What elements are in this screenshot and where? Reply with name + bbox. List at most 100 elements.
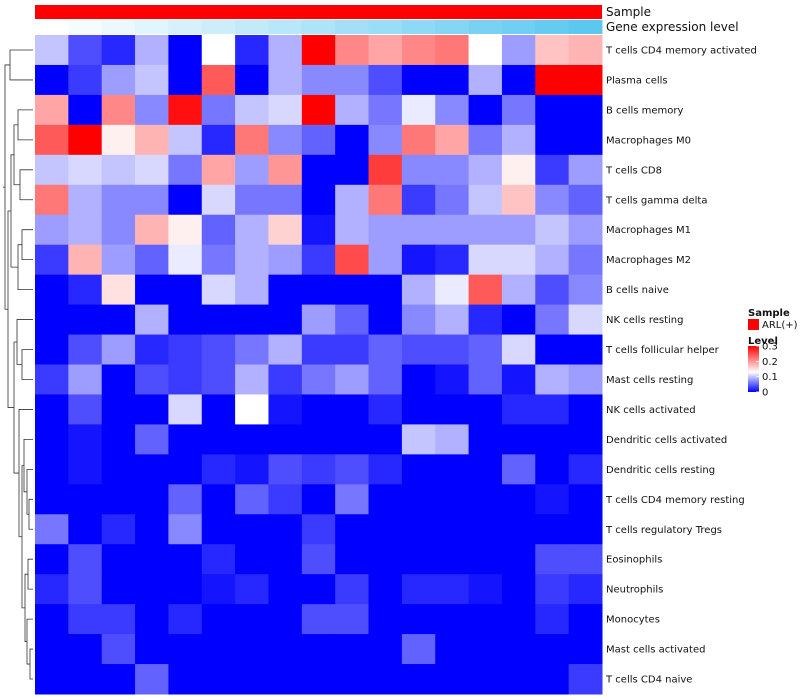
heatmap-cell — [301, 124, 336, 156]
heatmap-cell — [335, 274, 370, 306]
heatmap-cell — [35, 364, 69, 395]
heatmap-cell — [401, 544, 436, 575]
heatmap-cell — [435, 274, 470, 306]
heatmap-cell — [468, 64, 503, 96]
row-label: Macrophages M0 — [606, 135, 691, 146]
heatmap-cell — [301, 35, 336, 66]
heatmap-cell — [568, 364, 603, 395]
heatmap-cell — [568, 394, 603, 425]
heatmap-cell — [468, 364, 503, 395]
heatmap-cell — [135, 154, 169, 186]
heatmap-cell — [435, 514, 470, 545]
heatmap-cell — [368, 364, 403, 395]
heatmap-cell — [235, 274, 269, 306]
heatmap-cell — [501, 634, 536, 665]
heatmap-cell — [168, 154, 203, 186]
heatmap-cell — [335, 514, 370, 545]
heatmap-cell — [268, 664, 303, 695]
heatmap-cell — [268, 184, 303, 216]
heatmap-cell — [368, 184, 403, 216]
heatmap-cell — [368, 454, 403, 485]
heatmap-cell — [435, 214, 470, 246]
heatmap-cell — [135, 304, 169, 336]
heatmap-cell — [35, 544, 69, 575]
heatmap-cell — [301, 394, 336, 425]
heatmap-cell — [101, 544, 136, 575]
heatmap-cell — [501, 124, 536, 156]
row-label: Monocytes — [606, 615, 660, 626]
heatmap-cell — [68, 304, 103, 336]
heatmap-cell — [68, 94, 103, 126]
heatmap-cell — [35, 334, 69, 365]
heatmap-cell — [168, 214, 203, 246]
heatmap-cell — [468, 424, 503, 455]
heatmap-cell — [68, 394, 103, 425]
heatmap-cell — [101, 154, 136, 186]
heatmap-cell — [401, 334, 436, 365]
heatmap-cell — [268, 394, 303, 425]
sample-legend-title: Sample — [748, 308, 790, 319]
heatmap-cell — [335, 64, 370, 96]
heatmap-cell — [401, 184, 436, 216]
heatmap-cell — [568, 514, 603, 545]
heatmap-cell — [68, 35, 103, 66]
heatmap-cell — [235, 94, 269, 126]
heatmap-cell — [468, 94, 503, 126]
heatmap-cell — [301, 154, 336, 186]
sample-annotation-label: Sample — [606, 5, 651, 19]
expression-annotation-cell — [501, 20, 536, 34]
heatmap-cell — [468, 454, 503, 485]
heatmap-cell — [335, 184, 370, 216]
heatmap-cell — [435, 64, 470, 96]
heatmap-cell — [568, 304, 603, 336]
heatmap-cell — [35, 154, 69, 186]
heatmap-cell — [535, 634, 570, 665]
expression-annotation-cell — [135, 20, 169, 34]
heatmap-cell — [535, 544, 570, 575]
row-label: Neutrophils — [606, 585, 663, 596]
heatmap-cell — [435, 424, 470, 455]
heatmap-cell — [101, 244, 136, 276]
heatmap-cell — [168, 514, 203, 545]
heatmap-cell — [501, 514, 536, 545]
heatmap-cell — [68, 184, 103, 216]
heatmap-cell — [401, 154, 436, 186]
heatmap-cell — [335, 244, 370, 276]
heatmap-cell — [168, 544, 203, 575]
heatmap-cell — [135, 604, 169, 635]
heatmap-cell — [201, 35, 236, 66]
heatmap-cell — [101, 274, 136, 306]
heatmap-cell — [201, 454, 236, 485]
dendrogram-branch — [9, 49, 33, 81]
heatmap-cell — [568, 274, 603, 306]
row-dendrogram — [3, 49, 33, 680]
heatmap-cell — [368, 274, 403, 306]
heatmap-cell — [201, 364, 236, 395]
heatmap-cell — [401, 424, 436, 455]
heatmap-cell — [268, 64, 303, 96]
heatmap-cell — [535, 94, 570, 126]
heatmap-cell — [135, 454, 169, 485]
heatmap-cell — [35, 664, 69, 695]
heatmap-cell — [101, 64, 136, 96]
heatmap-cell — [268, 484, 303, 515]
heatmap-cell — [535, 424, 570, 455]
heatmap-cell — [501, 154, 536, 186]
heatmap-cell — [435, 184, 470, 216]
expression-annotation-cell — [35, 20, 69, 34]
heatmap-cell — [435, 154, 470, 186]
heatmap-cell — [335, 154, 370, 186]
heatmap-cell — [368, 394, 403, 425]
heatmap-cell — [501, 244, 536, 276]
heatmap-cell — [568, 424, 603, 455]
heatmap-cell — [168, 244, 203, 276]
dendrogram-branch — [23, 438, 33, 493]
row-label: Dendritic cells resting — [606, 465, 715, 476]
heatmap-cell — [435, 664, 470, 695]
heatmap-cell — [101, 424, 136, 455]
heatmap-cell — [268, 304, 303, 336]
heatmap-cell — [335, 124, 370, 156]
heatmap-cell — [468, 484, 503, 515]
heatmap-cell — [135, 514, 169, 545]
row-label: T cells regulatory Tregs — [605, 525, 722, 536]
